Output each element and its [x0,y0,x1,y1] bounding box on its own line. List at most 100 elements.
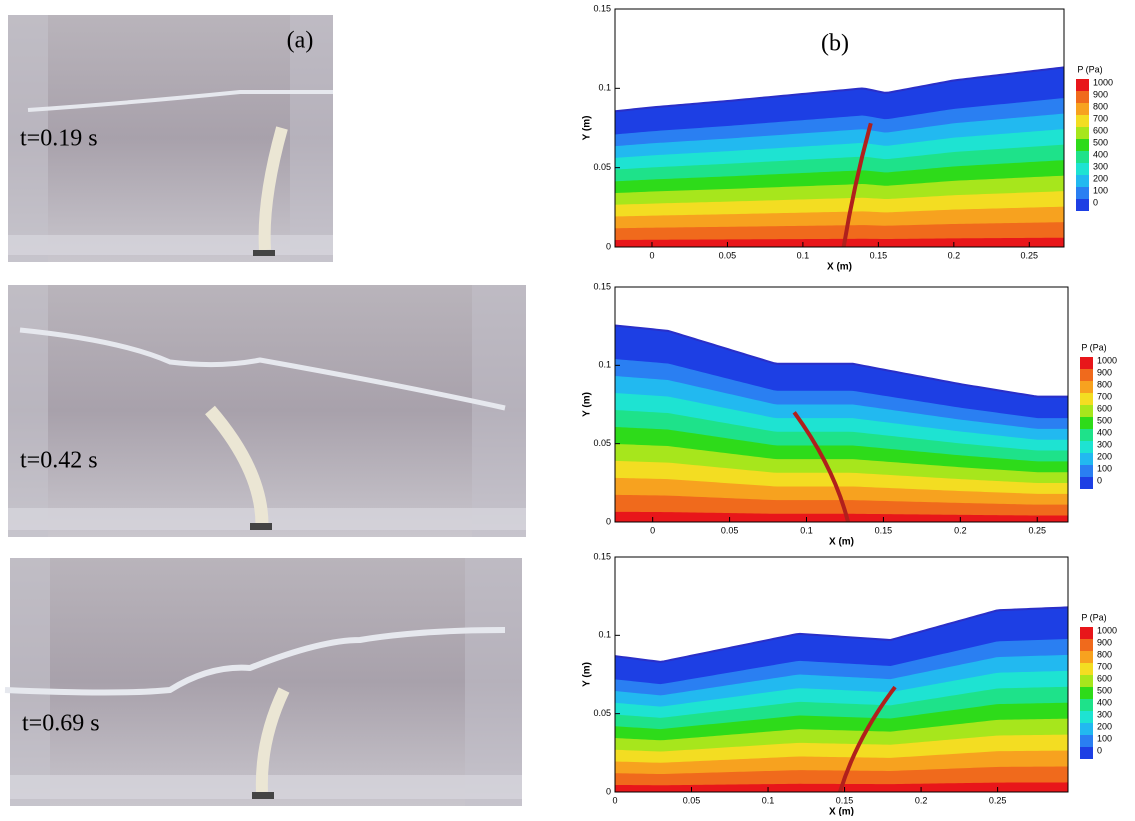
x-axis-label: X (m) [829,537,854,548]
colorbar-swatch [1076,175,1089,187]
colorbar-label: 700 [1093,113,1108,123]
colorbar-label: 200 [1093,173,1108,183]
y-tick-label: 0.05 [593,708,611,718]
colorbar-swatch [1076,139,1089,151]
time-label: t=0.42 s [20,448,98,474]
colorbar-swatch [1080,639,1093,651]
x-axis-label: X (m) [829,807,854,816]
colorbar-label: 0 [1097,475,1102,485]
colorbar-label: 700 [1097,661,1112,671]
colorbar-swatch [1076,91,1089,103]
colorbar-swatch [1080,699,1093,711]
colorbar-label: 500 [1097,685,1112,695]
colorbar-swatch [1076,163,1089,175]
colorbar-swatch [1076,187,1089,199]
colorbar-label: 800 [1093,101,1108,111]
colorbar-swatch [1076,127,1089,139]
colorbar-label: 100 [1097,463,1112,473]
colorbar-swatch [1080,417,1093,429]
colorbar-swatch [1076,151,1089,163]
x-tick-label: 0.25 [1028,525,1046,535]
colorbar-label: 200 [1097,451,1112,461]
plate [838,685,897,792]
colorbar-swatch [1080,627,1093,639]
colorbar-label: 500 [1093,137,1108,147]
colorbar-label: 600 [1097,403,1112,413]
colorbar-label: 800 [1097,379,1112,389]
x-tick-label: 0.25 [989,795,1007,805]
colorbar-swatch [1080,357,1093,369]
x-tick-label: 0.15 [875,525,893,535]
colorbar-swatch [1076,79,1089,91]
time-label: t=0.19 s [20,126,98,152]
x-tick-label: 0.15 [836,795,854,805]
x-tick-label: 0.1 [797,250,810,260]
colorbar-label: 900 [1097,637,1112,647]
x-tick-label: 0.25 [1021,250,1039,260]
colorbar-label: 1000 [1097,625,1117,635]
x-axis-label: X (m) [827,262,852,273]
plot-frame [614,556,1069,793]
colorbar-label: 300 [1097,709,1112,719]
colorbar-label: 100 [1097,733,1112,743]
colorbar-label: 300 [1097,439,1112,449]
free-surface [615,66,1064,113]
colorbar-swatch [1080,393,1093,405]
time-label: t=0.69 s [22,711,100,737]
y-axis-label: Y (m) [582,662,593,687]
free-surface [615,606,1068,663]
colorbar-swatch [1080,675,1093,687]
y-tick-label: 0.1 [598,360,611,370]
colorbar-swatch [1080,369,1093,381]
y-tick-label: 0.1 [598,630,611,640]
pressure-band [615,511,1068,522]
y-tick-label: 0.1 [598,83,611,93]
y-tick-label: 0 [606,241,611,251]
contour-plot [615,9,1064,247]
x-tick-label: 0.1 [800,525,813,535]
x-tick-label: 0.05 [683,795,701,805]
colorbar-label: 400 [1097,427,1112,437]
colorbar-swatch [1080,465,1093,477]
colorbar-swatch [1076,199,1089,211]
plate [841,122,873,247]
y-tick-label: 0 [606,516,611,526]
colorbar-label: 900 [1093,89,1108,99]
colorbar-swatch [1080,747,1093,759]
y-tick-label: 0.05 [593,162,611,172]
colorbar-title: P (Pa) [1077,64,1102,74]
x-tick-label: 0.15 [870,250,888,260]
colorbar-label: 500 [1097,415,1112,425]
x-tick-label: 0 [650,525,655,535]
colorbar-swatch [1080,735,1093,747]
contour-plot [615,287,1068,522]
y-tick-label: 0.15 [593,551,611,561]
free-surface [615,324,1068,398]
x-tick-label: 0 [612,795,617,805]
x-tick-label: 0.05 [719,250,737,260]
colorbar-label: 100 [1093,185,1108,195]
y-tick-label: 0 [606,786,611,796]
contour-plot [615,557,1068,792]
y-axis-label: Y (m) [582,116,593,141]
plot-frame [614,8,1065,248]
colorbar-swatch [1080,687,1093,699]
colorbar-swatch [1080,651,1093,663]
colorbar-label: 0 [1093,197,1098,207]
y-tick-label: 0.15 [593,3,611,13]
colorbar-label: 400 [1093,149,1108,159]
colorbar-label: 0 [1097,745,1102,755]
colorbar-label: 1000 [1093,77,1113,87]
colorbar-swatch [1080,477,1093,489]
colorbar-label: 1000 [1097,355,1117,365]
y-tick-label: 0.05 [593,438,611,448]
photo [8,285,526,537]
photo [8,15,333,262]
x-tick-label: 0.2 [948,250,961,260]
colorbar-swatch [1080,663,1093,675]
colorbar-label: 600 [1097,673,1112,683]
panel-label: (b) [821,31,849,57]
plot-frame [614,286,1069,523]
colorbar-title: P (Pa) [1081,612,1106,622]
